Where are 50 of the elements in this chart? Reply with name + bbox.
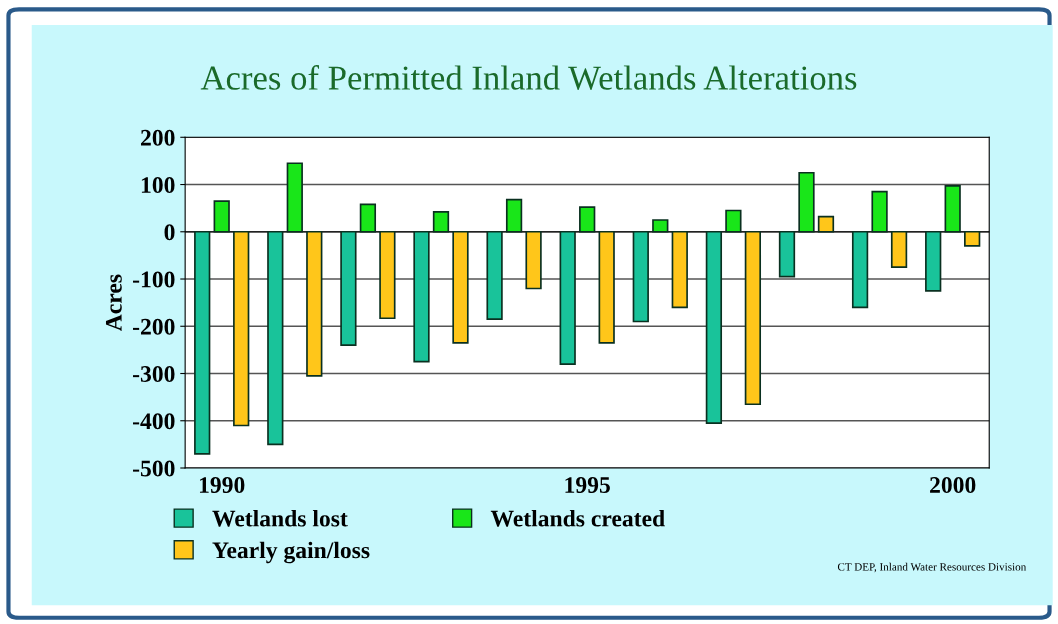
y-tick-label: -400 [133,413,175,430]
bar [579,206,596,233]
bar [944,185,961,233]
bar [233,230,250,427]
y-tick-label: 100 [141,177,175,193]
y-axis-title: Acres [105,274,122,332]
x-tick-label: 2000 [930,477,976,493]
bar [705,230,723,424]
bar [432,211,450,233]
bar [286,162,303,233]
bar [194,230,211,455]
bar [505,198,523,233]
legend-label: Wetlands lost [212,509,348,527]
text: CT DEP, Inland Water Resources Division [837,562,1027,573]
y-tick-label: -300 [133,366,175,382]
bar [744,230,762,406]
y-tick-label: 0 [164,224,175,241]
bar [925,230,942,292]
bar [267,230,284,446]
y-tick-label: 200 [141,129,175,146]
bar [598,230,615,344]
bar [798,171,815,233]
bar [413,230,430,363]
bar [359,203,377,233]
bar [525,230,542,290]
bar [559,230,576,365]
bar [778,230,796,278]
x-tick-label: 1995 [565,477,610,493]
x-tick-label: 1990 [199,477,245,493]
bar [851,230,869,309]
bar [340,230,357,346]
y-tick-label: -500 [133,460,175,477]
bar [486,230,503,321]
bar [379,230,396,320]
bar [817,215,835,233]
chart-title: Acres of Permitted Inland Wetlands Alterations [200,65,857,90]
legend-label: Wetlands created [490,509,665,527]
y-tick-label: -100 [133,271,175,288]
legend-label: Yearly gain/loss [212,541,370,564]
bar [871,190,888,233]
bar [671,230,688,309]
bar [213,200,230,233]
y-tick-label: -200 [133,318,175,335]
bar [890,230,908,269]
bar [725,209,742,233]
bar [306,230,323,377]
bar [964,230,981,247]
bar [452,230,469,344]
bar [652,219,669,233]
bar [632,230,649,323]
